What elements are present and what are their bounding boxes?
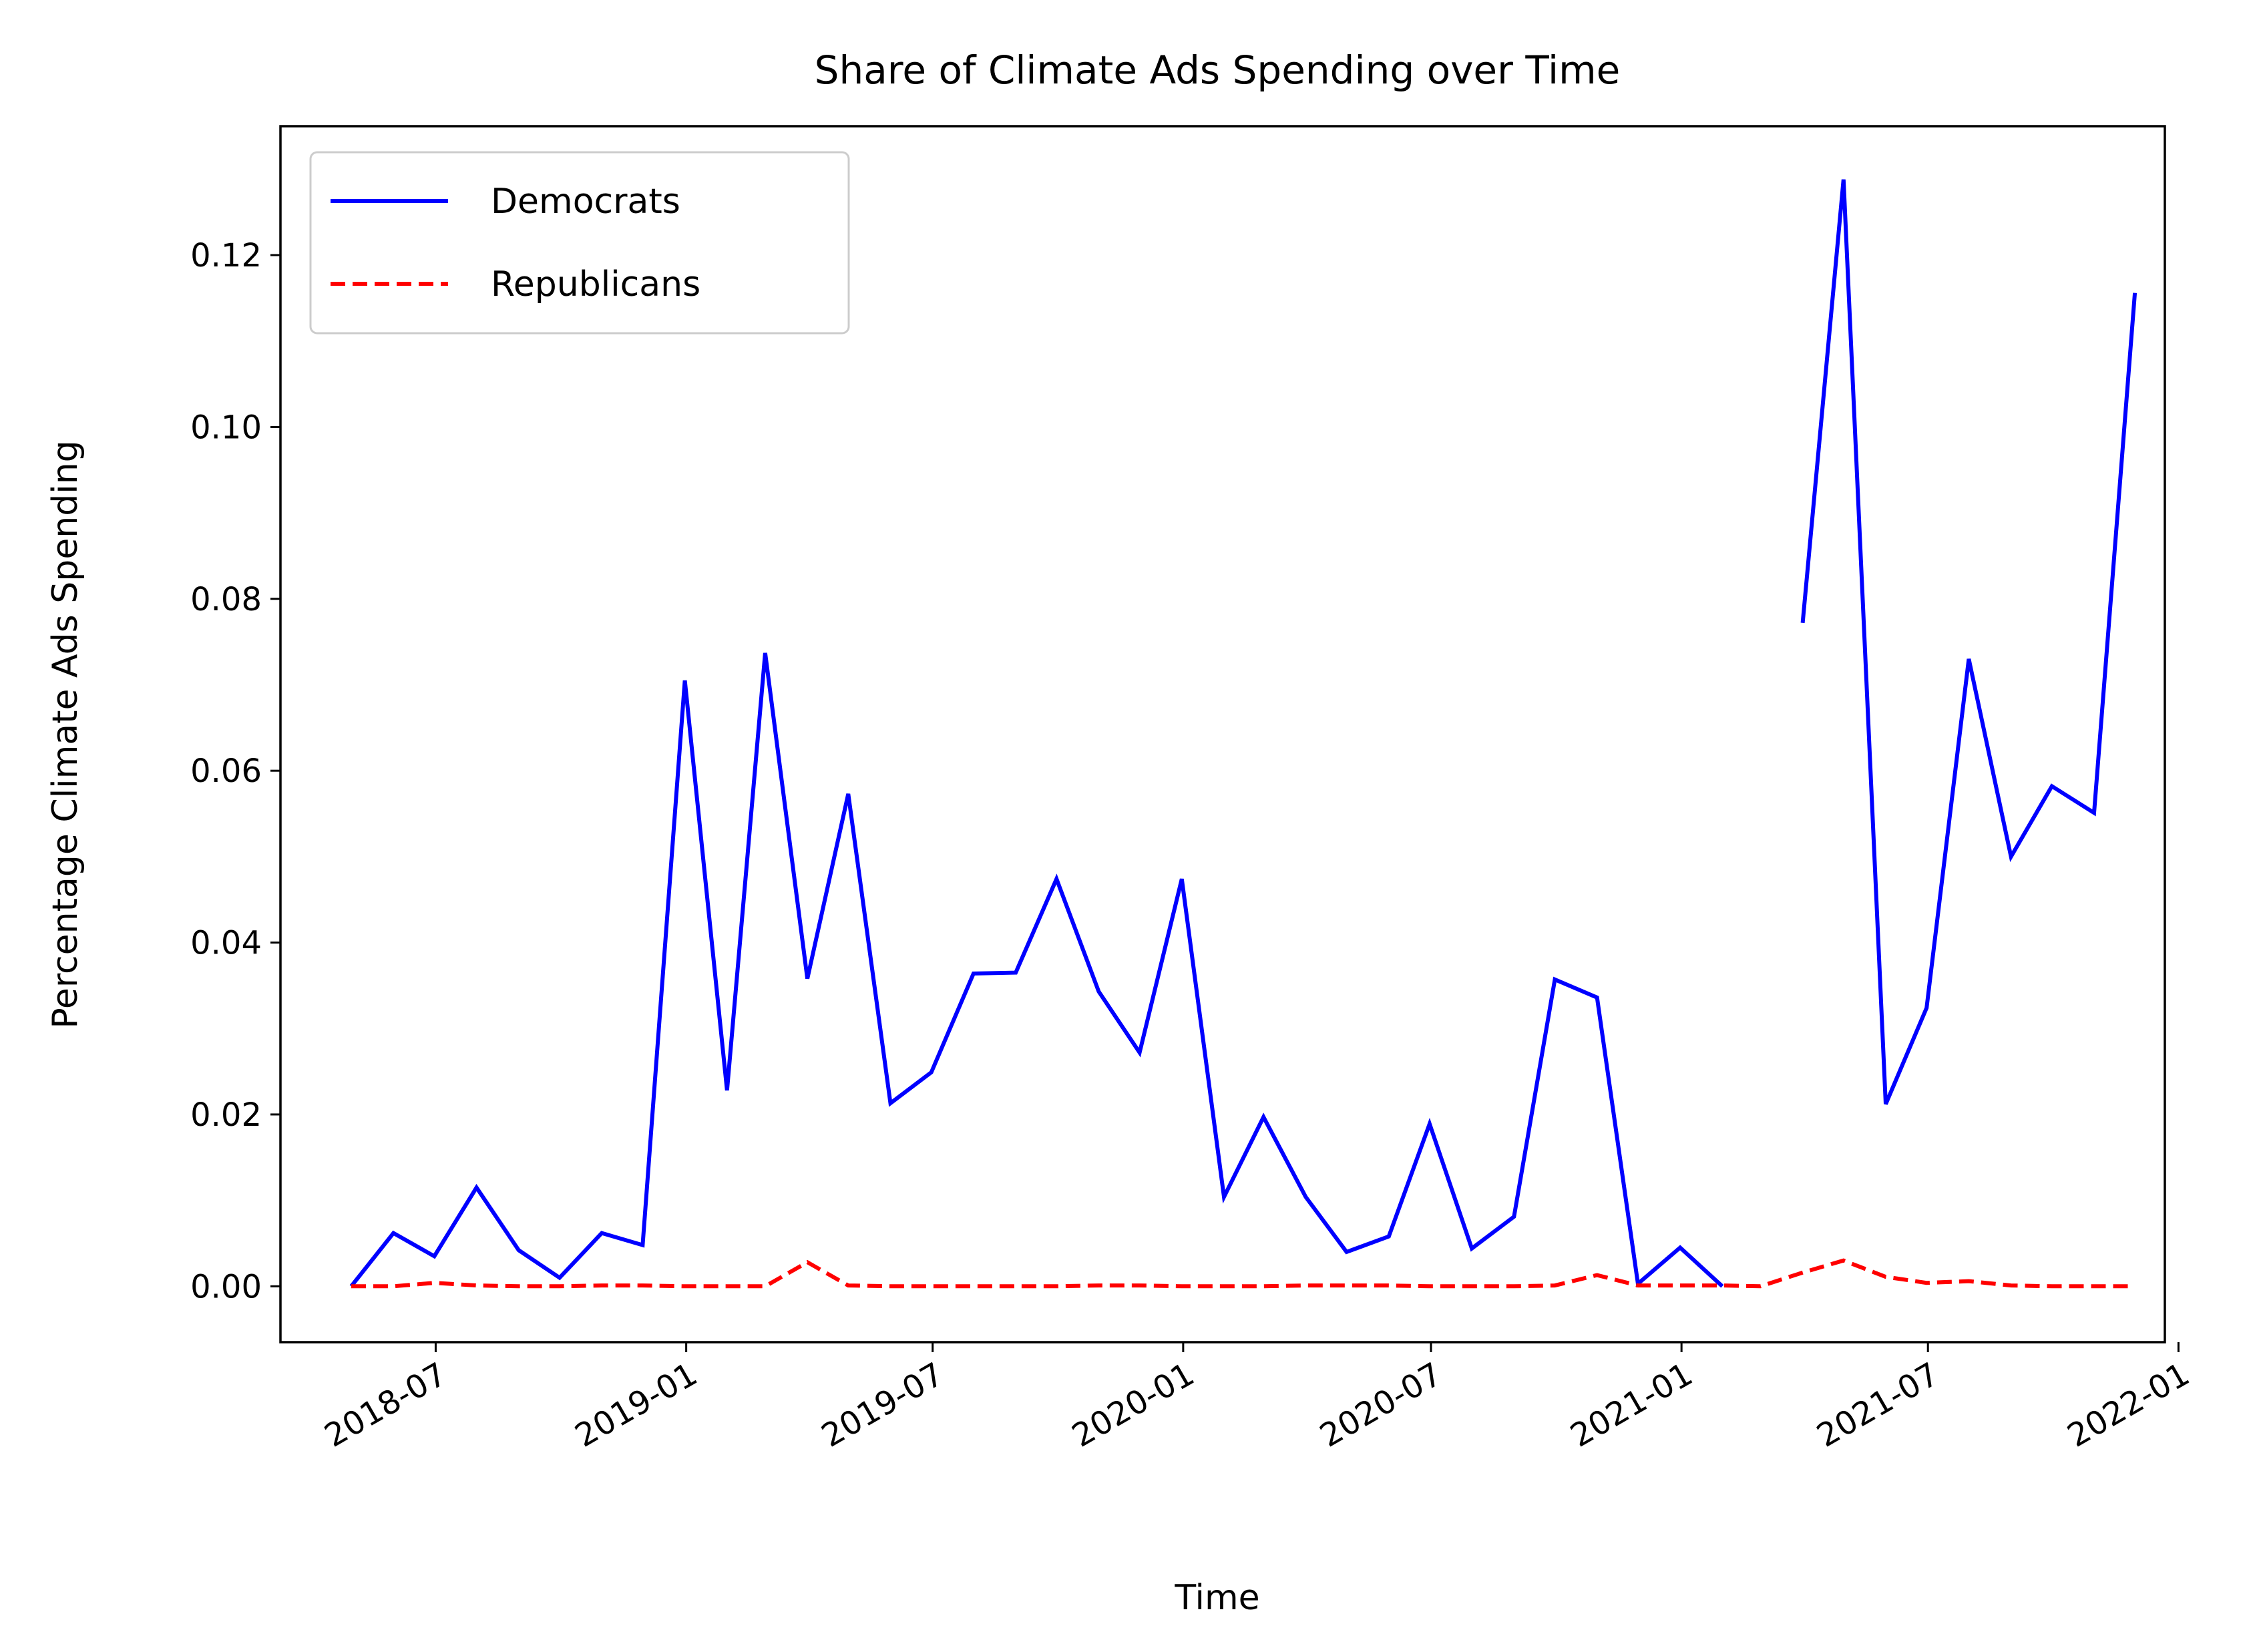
chart-title: Share of Climate Ads Spending over Time <box>815 47 1621 93</box>
y-tick-label: 0.08 <box>190 581 262 618</box>
series-line-democrats-1 <box>349 652 1724 1288</box>
legend-label-democrats: Democrats <box>491 182 680 222</box>
series-layer <box>349 179 2137 1289</box>
y-tick-label: 0.04 <box>190 925 262 962</box>
y-tick-label: 0.02 <box>190 1096 262 1134</box>
legend-label-republicans: Republicans <box>491 264 700 304</box>
legend: Democrats Republicans <box>309 151 850 335</box>
y-tick-label: 0.06 <box>190 753 262 790</box>
plot-frame <box>279 125 2166 1344</box>
y-tick-label: 0.00 <box>190 1268 262 1305</box>
x-axis-label: Time <box>1174 1578 1259 1618</box>
y-tick-label: 0.12 <box>190 237 262 274</box>
series-line-republicans <box>351 1258 2135 1289</box>
series-line-democrats-2 <box>1800 179 2137 1105</box>
y-tick-label: 0.10 <box>190 409 262 446</box>
legend-box <box>309 151 850 335</box>
y-axis-label: Percentage Climate Ads Spending <box>45 440 85 1028</box>
y-axis: 0.00 0.02 0.04 0.06 0.08 0.10 0.12 <box>190 237 280 1305</box>
